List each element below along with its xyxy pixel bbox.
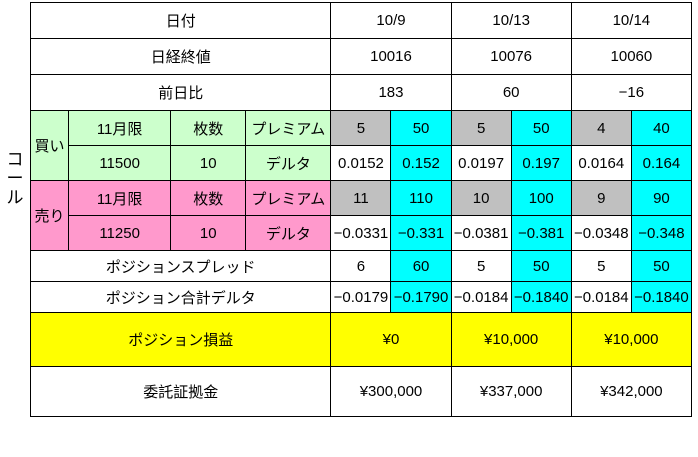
position-total-delta-unit-col-3: −0.0184 [570, 281, 632, 313]
buy-delta-unit-col-3: 0.0164 [570, 145, 632, 181]
prev-day-change-col-3: −16 [570, 74, 693, 111]
option-type-label: コ ー ル [6, 150, 24, 207]
date-col-1: 10/9 [330, 2, 452, 39]
row-label-date: 日付 [29, 2, 332, 39]
table-row-sell-premium: 売り 11月限 枚数 プレミアム 11 110 10 100 9 90 [29, 180, 693, 251]
position-spread-unit-col-1: 6 [330, 250, 392, 282]
buy-delta-unit-col-2: 0.0197 [450, 145, 512, 181]
sell-delta-unit-col-1: −0.0331 [330, 215, 392, 251]
buy-delta-total-col-1: 0.152 [390, 145, 452, 181]
buy-quantity: 10 [170, 145, 247, 181]
sell-premium-unit-col-2: 10 [450, 180, 512, 216]
position-pl-col-1: ¥0 [330, 312, 452, 367]
position-total-delta-unit-col-1: −0.0179 [330, 281, 392, 313]
sell-strike: 11250 [68, 215, 172, 251]
table-row-position-spread: ポジションスプレッド 6 60 5 50 5 50 [29, 250, 693, 282]
row-label-position-spread: ポジションスプレッド [29, 250, 332, 282]
table-row-prev-day-change: 前日比 183 60 −16 [29, 74, 693, 111]
position-spread-unit-col-2: 5 [450, 250, 512, 282]
sell-premium-total-col-2: 100 [510, 180, 572, 216]
table-row-buy-premium: 買い 11月限 枚数 プレミアム 5 50 5 50 4 40 [29, 110, 693, 181]
sell-contract-month: 11月限 [68, 180, 172, 216]
sell-premium-unit-col-1: 11 [330, 180, 392, 216]
nikkei-close-col-3: 10060 [570, 38, 693, 75]
row-label-position-total-delta: ポジション合計デルタ [29, 281, 332, 313]
sell-delta-unit-col-3: −0.0348 [570, 215, 632, 251]
row-label-margin-deposit: 委託証拠金 [29, 366, 332, 417]
buy-delta-unit-col-1: 0.0152 [330, 145, 392, 181]
buy-premium-unit-col-2: 5 [450, 110, 512, 146]
row-label-position-pl: ポジション損益 [29, 312, 332, 367]
table-row-sell-delta: 11250 10 デルタ −0.0331 −0.331 −0.0381 −0.3… [31, 215, 693, 251]
table-row-date: 日付 10/9 10/13 10/14 [29, 2, 693, 39]
buy-premium-total-col-1: 50 [390, 110, 452, 146]
position-total-delta-total-col-3: −0.1840 [630, 281, 693, 313]
sell-delta-total-col-1: −0.331 [390, 215, 452, 251]
buy-delta-total-col-3: 0.164 [630, 145, 693, 181]
sell-premium-unit-col-3: 9 [570, 180, 632, 216]
position-spread-total-col-2: 50 [510, 250, 572, 282]
buy-premium-unit-col-3: 4 [570, 110, 632, 146]
table-row-position-pl: ポジション損益 ¥0 ¥10,000 ¥10,000 [29, 312, 693, 367]
sell-delta-label: デルタ [245, 215, 332, 251]
sell-quantity: 10 [170, 215, 247, 251]
sell-delta-total-col-3: −0.348 [630, 215, 693, 251]
prev-day-change-col-2: 60 [450, 74, 572, 111]
sell-delta-total-col-2: −0.381 [510, 215, 572, 251]
buy-side-label: 買い [29, 110, 70, 181]
sell-premium-total-col-1: 110 [390, 180, 452, 216]
margin-deposit-col-3: ¥342,000 [570, 366, 693, 417]
nikkei-close-col-1: 10016 [330, 38, 452, 75]
buy-contract-month: 11月限 [68, 110, 172, 146]
position-spread-total-col-3: 50 [630, 250, 693, 282]
sell-quantity-header: 枚数 [170, 180, 247, 216]
nikkei-close-col-2: 10076 [450, 38, 572, 75]
sell-premium-total-col-3: 90 [630, 180, 693, 216]
buy-delta-total-col-2: 0.197 [510, 145, 572, 181]
buy-strike: 11500 [68, 145, 172, 181]
position-pl-col-3: ¥10,000 [570, 312, 693, 367]
sell-premium-label: プレミアム [245, 180, 332, 216]
row-label-prev-day-change: 前日比 [29, 74, 332, 111]
buy-premium-unit-col-1: 5 [330, 110, 392, 146]
buy-delta-label: デルタ [245, 145, 332, 181]
position-total-delta-unit-col-2: −0.0184 [450, 281, 512, 313]
sell-side-label: 売り [29, 180, 70, 251]
table-row-position-total-delta: ポジション合計デルタ −0.0179 −0.1790 −0.0184 −0.18… [29, 281, 693, 313]
table-row-buy-delta: 11500 10 デルタ 0.0152 0.152 0.0197 0.197 0… [31, 145, 693, 181]
position-spread-total-col-1: 60 [390, 250, 452, 282]
row-label-nikkei-close: 日経終値 [29, 38, 332, 75]
margin-deposit-col-2: ¥337,000 [450, 366, 572, 417]
buy-premium-label: プレミアム [245, 110, 332, 146]
position-total-delta-total-col-1: −0.1790 [390, 281, 452, 313]
margin-deposit-col-1: ¥300,000 [330, 366, 452, 417]
buy-premium-total-col-2: 50 [510, 110, 572, 146]
buy-quantity-header: 枚数 [170, 110, 247, 146]
position-total-delta-total-col-2: −0.1840 [510, 281, 572, 313]
position-spread-unit-col-3: 5 [570, 250, 632, 282]
sell-delta-unit-col-2: −0.0381 [450, 215, 512, 251]
options-position-table: 日付 10/9 10/13 10/14 日経終値 10016 10076 100… [29, 2, 693, 417]
date-col-3: 10/14 [570, 2, 693, 39]
table-row-nikkei-close: 日経終値 10016 10076 10060 [29, 38, 693, 75]
date-col-2: 10/13 [450, 2, 572, 39]
position-pl-col-2: ¥10,000 [450, 312, 572, 367]
prev-day-change-col-1: 183 [330, 74, 452, 111]
table-row-margin-deposit: 委託証拠金 ¥300,000 ¥337,000 ¥342,000 [29, 366, 693, 417]
buy-premium-total-col-3: 40 [630, 110, 693, 146]
